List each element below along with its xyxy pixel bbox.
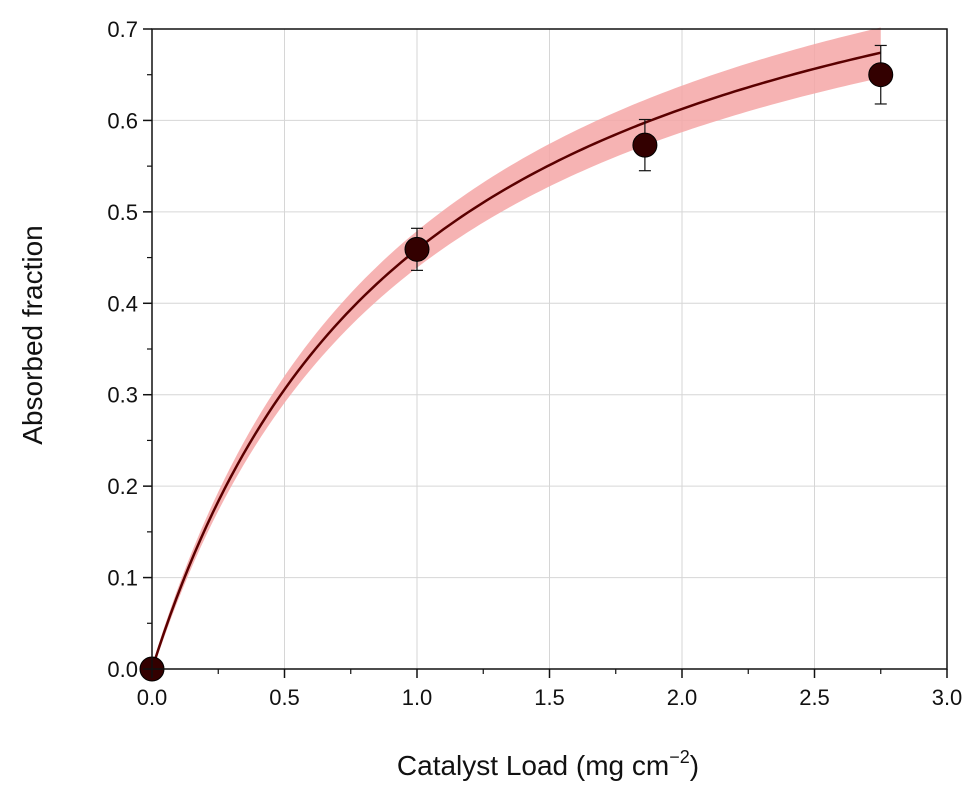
y-tick-label: 0.5 xyxy=(107,200,138,225)
x-tick-label: 0.5 xyxy=(269,685,300,710)
x-tick-label: 1.5 xyxy=(534,685,565,710)
x-axis-title-superscript: −2 xyxy=(669,747,690,767)
x-axis-ticks: 0.0 0.5 1.0 1.5 2.0 2.5 3.0 xyxy=(137,669,963,710)
x-tick-label: 1.0 xyxy=(402,685,433,710)
x-tick-label: 3.0 xyxy=(932,685,963,710)
fit-curve xyxy=(150,51,882,670)
confidence-band xyxy=(152,27,881,670)
x-axis-title-main: Catalyst Load (mg cm xyxy=(397,750,669,781)
data-point xyxy=(404,236,430,262)
y-tick-label: 0.7 xyxy=(107,17,138,42)
x-axis-title: Catalyst Load (mg cm−2) xyxy=(397,747,699,781)
y-tick-label: 0.6 xyxy=(107,108,138,133)
y-tick-label: 0.0 xyxy=(107,657,138,682)
data-point xyxy=(632,132,658,158)
x-tick-label: 0.0 xyxy=(137,685,168,710)
grid xyxy=(151,28,948,670)
y-axis-title: Absorbed fraction xyxy=(17,225,48,444)
y-tick-label: 0.1 xyxy=(107,566,138,591)
y-tick-label: 0.3 xyxy=(107,383,138,408)
y-tick-label: 0.4 xyxy=(107,291,138,316)
x-axis-title-close: ) xyxy=(690,750,699,781)
data-point xyxy=(868,62,894,88)
data-points xyxy=(139,62,894,682)
x-tick-label: 2.5 xyxy=(799,685,830,710)
y-tick-label: 0.2 xyxy=(107,474,138,499)
y-axis-ticks: 0.0 0.1 0.2 0.3 0.4 0.5 0.6 0.7 xyxy=(107,17,152,682)
x-tick-label: 2.0 xyxy=(667,685,698,710)
